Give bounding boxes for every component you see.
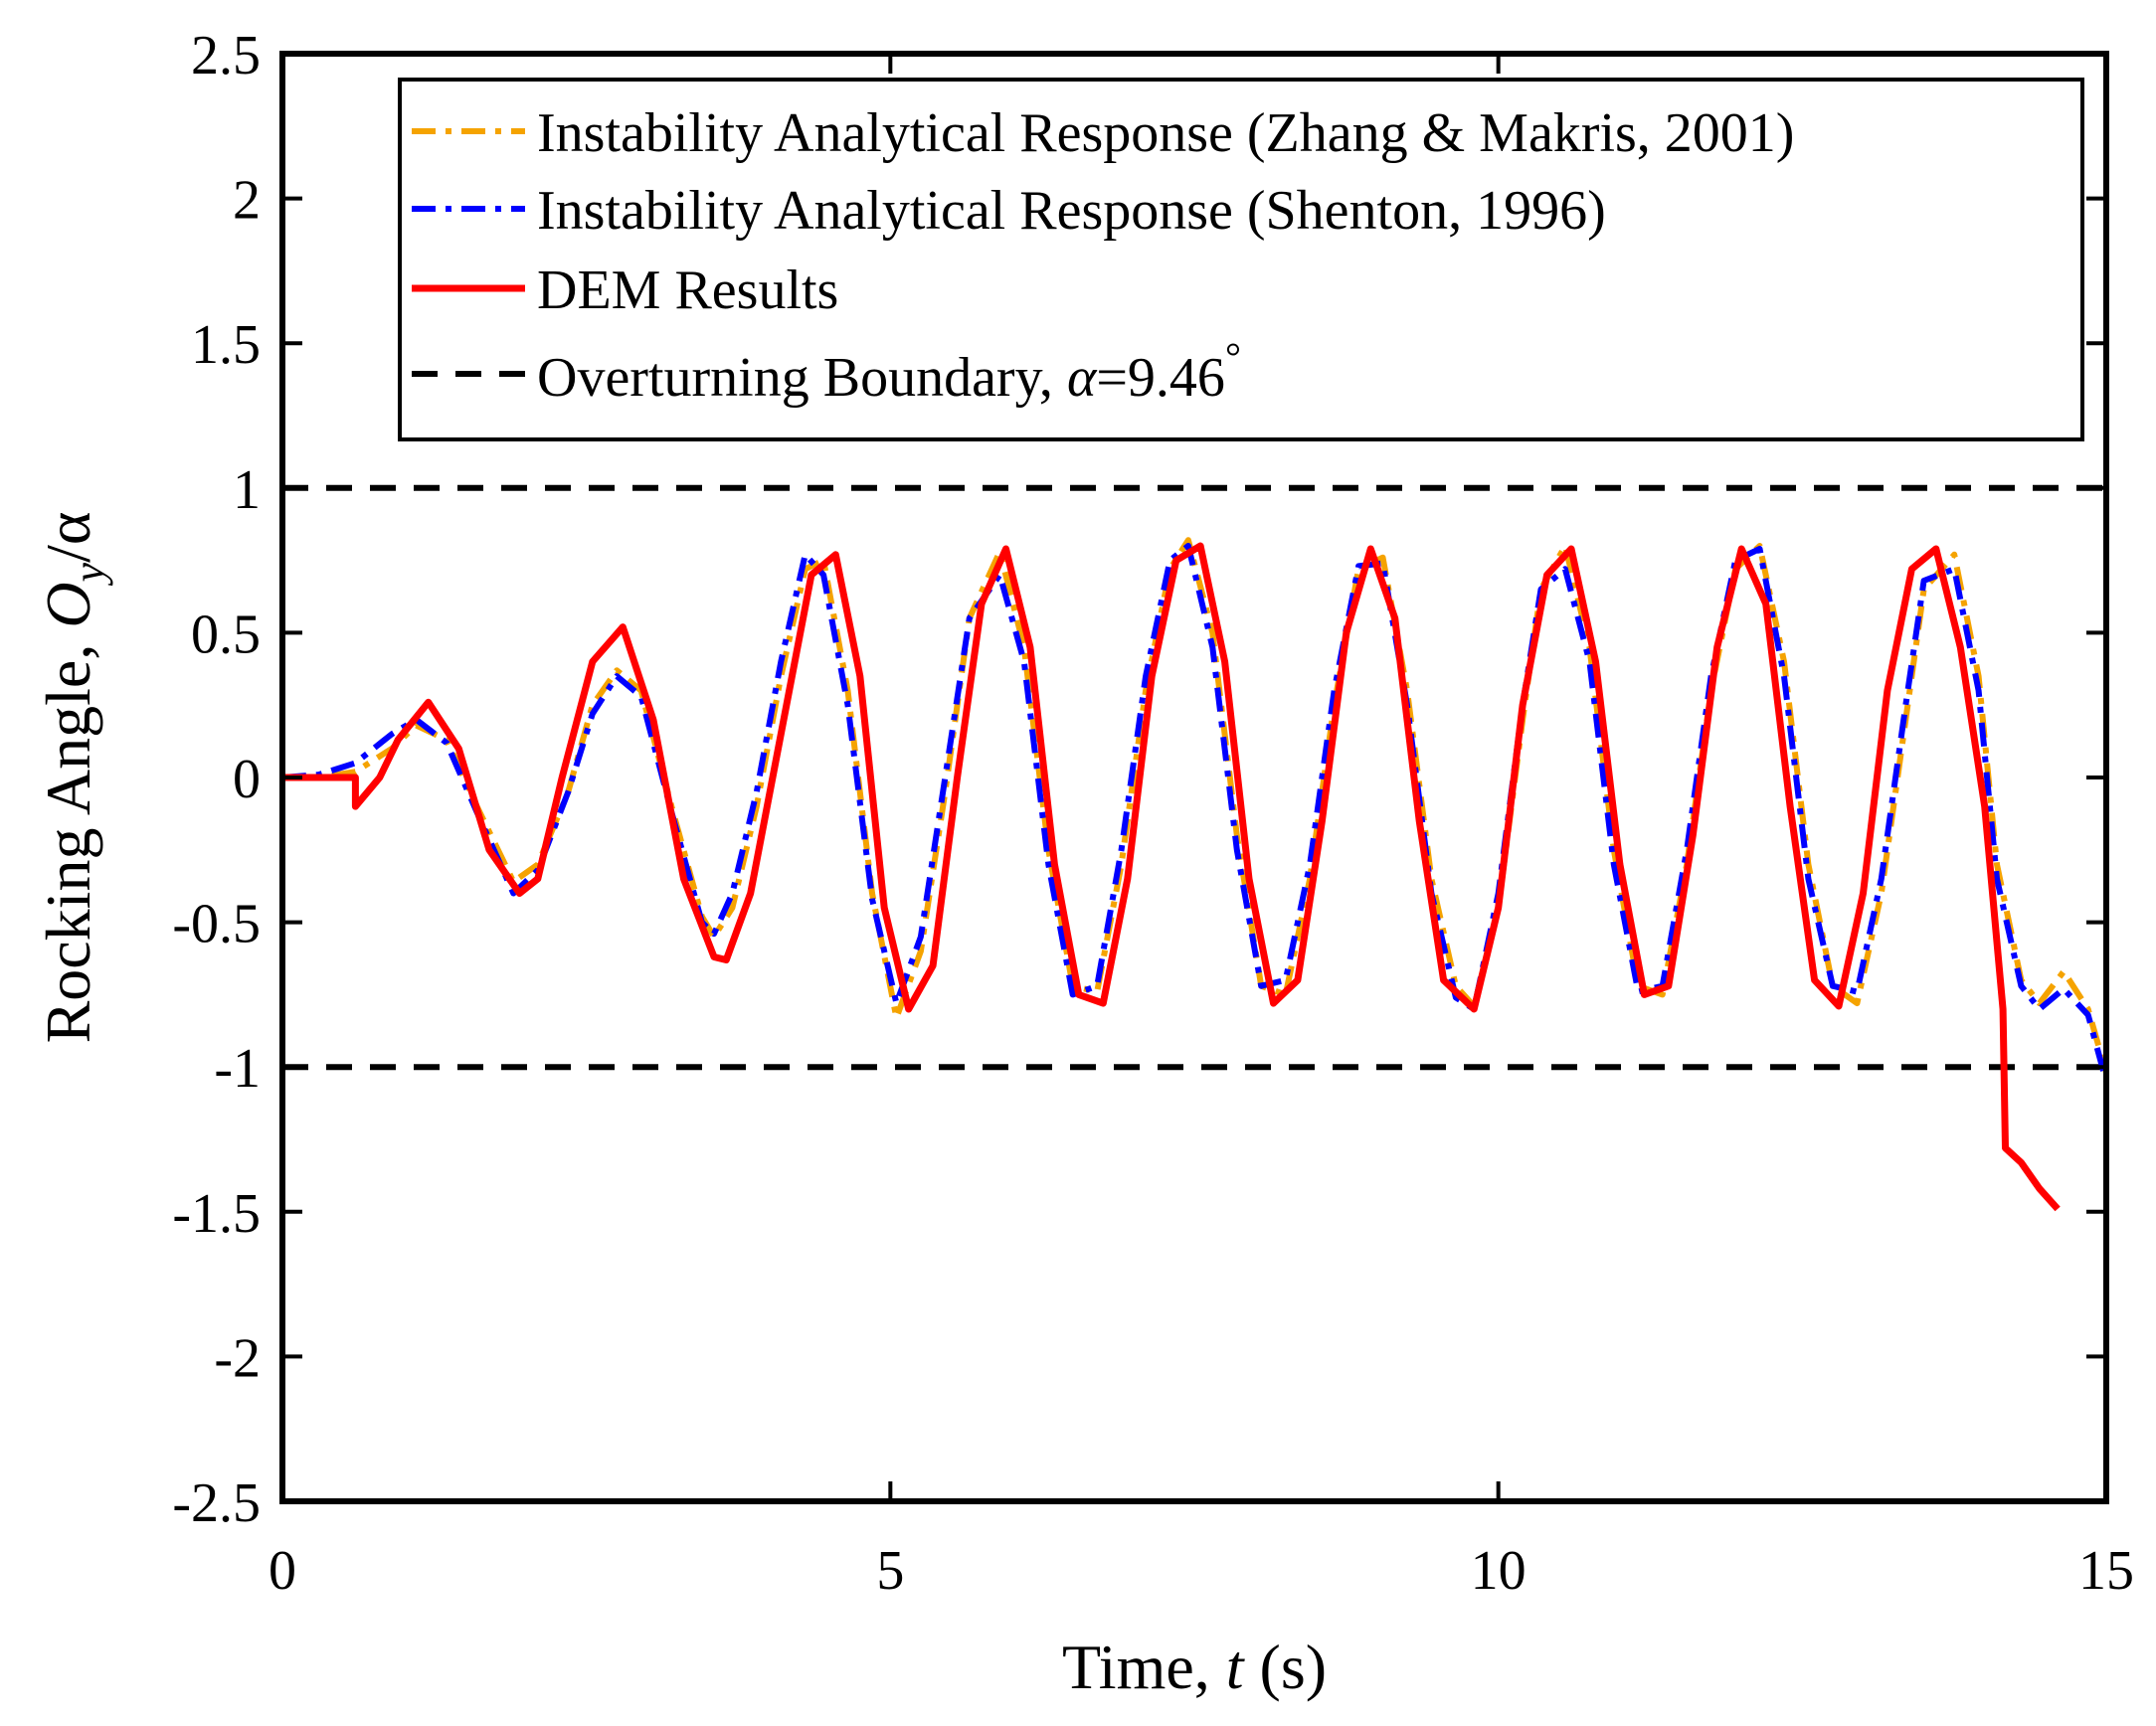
legend-label-dem: DEM Results bbox=[537, 259, 838, 321]
legend-box bbox=[398, 78, 2084, 441]
y-tick-label: 0.5 bbox=[191, 604, 261, 665]
plot-frame bbox=[279, 51, 2109, 1504]
y-tick-label: 2.5 bbox=[191, 25, 261, 86]
legend: Instability Analytical Response (Zhang &… bbox=[398, 78, 2084, 441]
y-tick-label: 0 bbox=[233, 749, 261, 810]
y-tick-label: -2 bbox=[214, 1327, 261, 1389]
y-tick-label: 1.5 bbox=[191, 314, 261, 376]
x-axis-label: Time, t (s) bbox=[1062, 1632, 1327, 1702]
legend-label-shenton: Instability Analytical Response (Shenton… bbox=[537, 180, 1606, 242]
y-tick-label: 1 bbox=[233, 459, 261, 521]
y-tick-label: -2.5 bbox=[172, 1472, 261, 1534]
y-axis-label: Rocking Angle, Oy/α bbox=[33, 512, 113, 1044]
series-layer bbox=[281, 484, 2109, 1212]
series-line-instability-analytical-response-shenton-1996 bbox=[281, 543, 2109, 1083]
x-tick-label: 10 bbox=[1471, 1540, 1527, 1602]
x-tick-label: 15 bbox=[2078, 1540, 2134, 1602]
y-tick-label: -1.5 bbox=[172, 1183, 261, 1245]
legend-label-boundary: Overturning Boundary, α=9.46° bbox=[537, 334, 1241, 409]
y-tick-label: -1 bbox=[214, 1038, 261, 1100]
x-tick-label: 5 bbox=[876, 1540, 904, 1602]
y-tick-label: -0.5 bbox=[172, 894, 261, 955]
y-tick-label: 2 bbox=[233, 170, 261, 232]
series-line-dem-results bbox=[282, 542, 2061, 1212]
legend-label-zhang: Instability Analytical Response (Zhang &… bbox=[537, 102, 1794, 164]
x-tick-label: 0 bbox=[269, 1540, 296, 1602]
